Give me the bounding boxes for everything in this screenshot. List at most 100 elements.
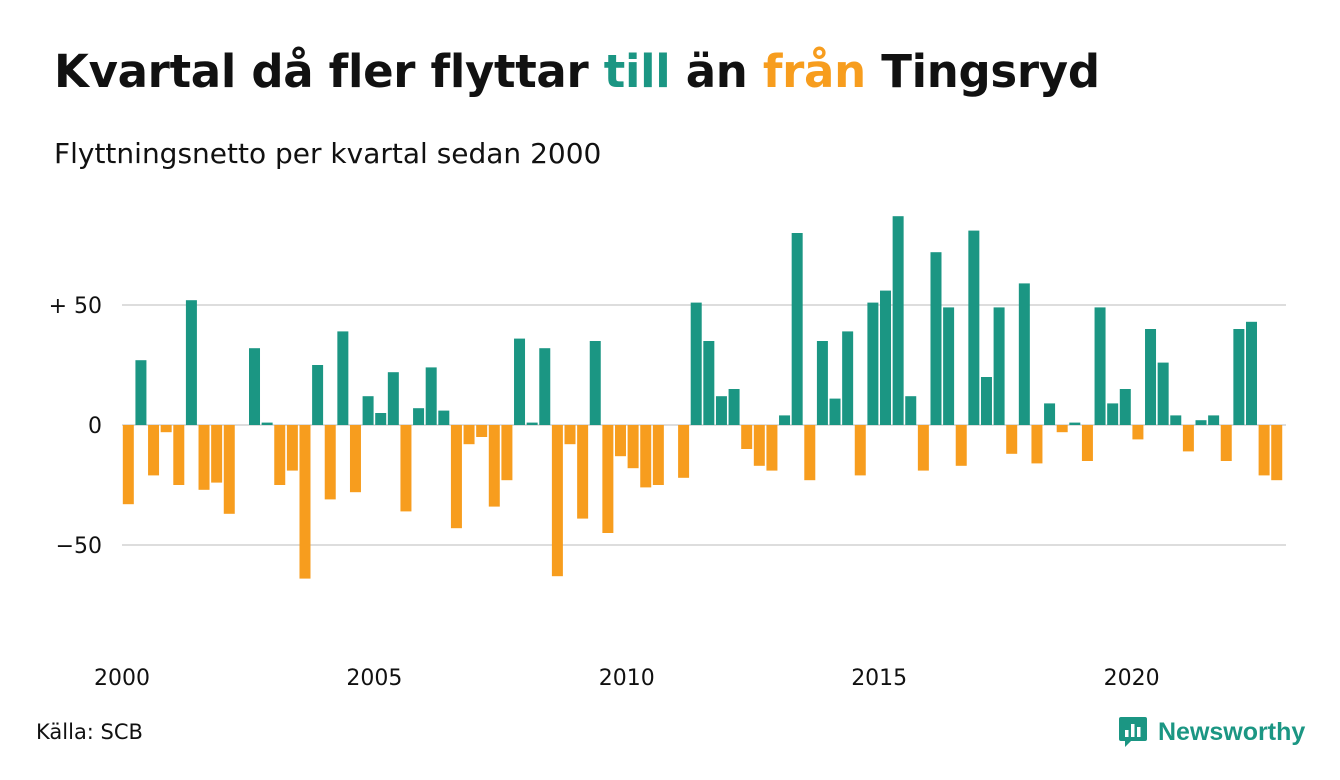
bar: [980, 377, 992, 425]
bar: [312, 365, 324, 425]
bar: [854, 425, 866, 476]
bar: [211, 425, 223, 483]
bar: [463, 425, 475, 445]
bar: [564, 425, 576, 445]
bar: [892, 216, 904, 425]
bar: [400, 425, 412, 512]
newsworthy-logo: Newsworthy: [1118, 712, 1305, 752]
bar: [1018, 283, 1030, 425]
title-part-3: än: [670, 45, 763, 98]
bar-chart-chat-bubble-icon: [1119, 717, 1147, 747]
bar: [514, 338, 526, 425]
y-tick-label: −50: [56, 534, 102, 559]
bar: [1233, 329, 1245, 425]
chart-subtitle: Flyttningsnetto per kvartal sedan 2000: [54, 137, 602, 170]
bar: [766, 425, 778, 471]
source-credit: Källa: SCB: [36, 720, 143, 744]
x-tick-label: 2015: [851, 666, 907, 691]
bar: [993, 307, 1005, 425]
bar: [526, 422, 538, 425]
bar: [173, 425, 185, 485]
bar: [476, 425, 488, 437]
bar: [905, 396, 917, 425]
bar: [539, 348, 551, 425]
bar: [274, 425, 286, 485]
bar: [741, 425, 753, 449]
bar: [1006, 425, 1018, 454]
bar: [652, 425, 664, 485]
bar: [1208, 415, 1220, 425]
bar: [842, 331, 854, 425]
bar: [551, 425, 563, 577]
bar: [261, 422, 273, 425]
bar: [160, 425, 172, 433]
bar: [791, 233, 803, 425]
bar: [943, 307, 955, 425]
bar: [1069, 422, 1081, 425]
bar: [450, 425, 462, 529]
x-tick-label: 2005: [346, 666, 402, 691]
bars: [122, 216, 1283, 579]
bar: [1182, 425, 1194, 452]
bar: [930, 252, 942, 425]
bar: [880, 290, 892, 425]
bar: [324, 425, 336, 500]
y-axis-labels: + 50 0 −50: [49, 294, 102, 559]
y-tick-label: + 50: [49, 294, 102, 319]
bar: [1031, 425, 1043, 464]
title-part-5: Tingsryd: [865, 45, 1100, 98]
bar: [577, 425, 589, 519]
bar: [917, 425, 929, 471]
bar: [867, 302, 879, 425]
bar: [955, 425, 967, 466]
bar: [135, 360, 147, 425]
bar: [1107, 403, 1119, 425]
bar: [728, 389, 740, 425]
bar: [286, 425, 298, 471]
bar: [678, 425, 690, 478]
y-tick-label: 0: [88, 414, 102, 439]
bar: [387, 372, 399, 425]
bar: [1245, 321, 1257, 425]
bar: [1081, 425, 1093, 461]
bar: [602, 425, 614, 533]
title-part-1: Kvartal då fler flyttar: [54, 45, 604, 98]
bar: [1271, 425, 1283, 481]
bar: [438, 410, 450, 425]
bar: [640, 425, 652, 488]
bar: [198, 425, 210, 490]
bar: [488, 425, 500, 507]
bar: [1220, 425, 1232, 461]
bar: [1258, 425, 1270, 476]
bar: [804, 425, 816, 481]
bar: [715, 396, 727, 425]
bar: [1056, 425, 1068, 433]
bar: [627, 425, 639, 469]
bar: [779, 415, 791, 425]
bar: [425, 367, 437, 425]
title-highlight-fran: från: [762, 45, 866, 98]
x-tick-label: 2020: [1104, 666, 1160, 691]
bar: [1132, 425, 1144, 440]
chart-title: Kvartal då fler flyttar till än från Tin…: [54, 40, 1100, 104]
bar: [1170, 415, 1182, 425]
bar: [614, 425, 626, 457]
title-highlight-till: till: [603, 45, 671, 98]
bar: [1157, 362, 1169, 425]
bar: [185, 300, 197, 425]
bar: [829, 398, 841, 425]
bar: [703, 341, 715, 425]
bar: [1094, 307, 1106, 425]
bar: [690, 302, 702, 425]
bar: [816, 341, 828, 425]
bar: [1044, 403, 1056, 425]
x-tick-label: 2000: [94, 666, 150, 691]
bar: [337, 331, 349, 425]
bar: [1195, 420, 1207, 425]
bar: [223, 425, 235, 514]
logo-text: Newsworthy: [1158, 717, 1306, 746]
x-tick-label: 2010: [599, 666, 655, 691]
bar: [349, 425, 361, 493]
bar: [413, 408, 425, 425]
